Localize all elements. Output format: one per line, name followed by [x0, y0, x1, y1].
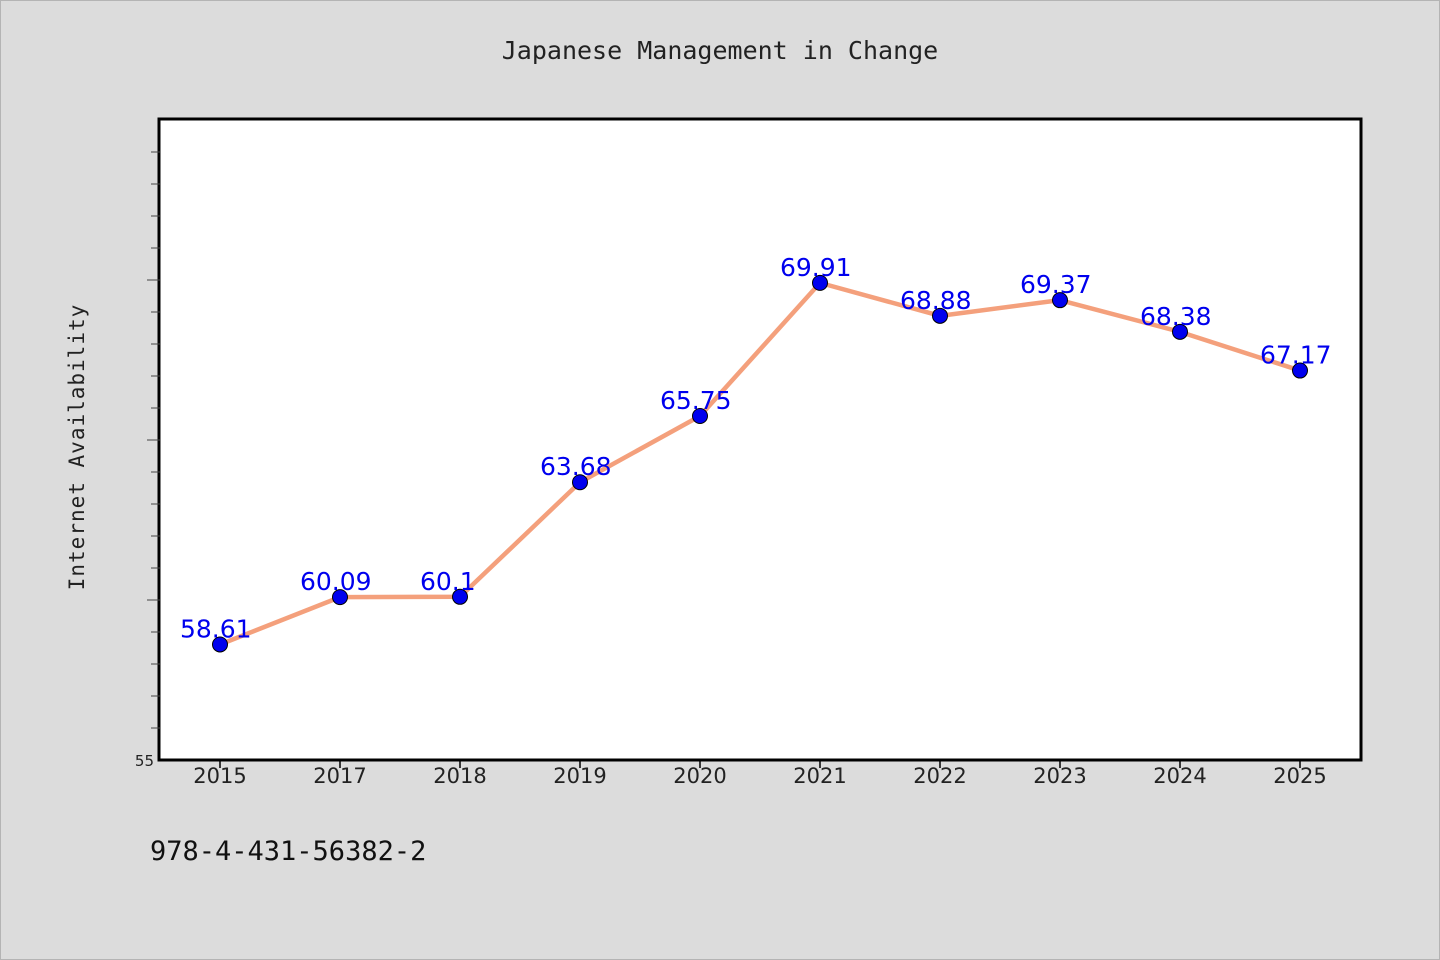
data-label: 68.88 [900, 286, 972, 315]
data-point [572, 474, 588, 491]
x-tick-label: 2023 [1033, 764, 1086, 788]
x-tick-label: 2017 [313, 764, 366, 788]
data-point [1052, 292, 1068, 309]
x-tick-label: 2025 [1273, 764, 1326, 788]
y-tick-label: 55 [135, 752, 154, 770]
data-point [212, 636, 228, 653]
x-tick-label: 2021 [793, 764, 846, 788]
x-tick-label: 2018 [433, 764, 486, 788]
x-tick-label: 2020 [673, 764, 726, 788]
data-point [452, 588, 468, 605]
data-point [812, 274, 828, 291]
data-point [692, 408, 708, 424]
data-label: 65.75 [660, 386, 732, 415]
data-label: 60.09 [300, 567, 372, 596]
data-point [1172, 323, 1188, 340]
data-point [332, 589, 348, 606]
data-point [932, 307, 948, 324]
data-label: 67.17 [1260, 341, 1332, 370]
data-labels: 58.61 60.09 60.1 63.68 65.75 69.91 68.88 69.37 6… [180, 253, 1332, 644]
data-label: 69.37 [1020, 270, 1092, 299]
isbn-note: 978-4-431-56382-2 [150, 836, 427, 867]
data-label: 58.61 [180, 614, 252, 643]
chart-title: Japanese Management in Change [501, 36, 939, 65]
x-tick-label: 2019 [553, 764, 606, 788]
series-markers [212, 274, 1308, 653]
x-tick-label: 2015 [193, 764, 246, 788]
plot-area [157, 117, 1363, 762]
x-tick-label: 2024 [1153, 764, 1206, 788]
data-label: 68.38 [1140, 302, 1212, 331]
x-tick-label: 2022 [913, 764, 966, 788]
x-axis-ticks: 2015 2017 2018 2019 2020 2021 2022 2023 2024 2025 [193, 760, 1327, 788]
data-label: 63.68 [540, 452, 612, 481]
data-point [1292, 362, 1308, 379]
y-axis-ticks: 55 [135, 151, 160, 770]
data-label: 69.91 [780, 253, 852, 282]
data-label: 60.1 [420, 567, 476, 596]
series-line [217, 280, 1303, 647]
